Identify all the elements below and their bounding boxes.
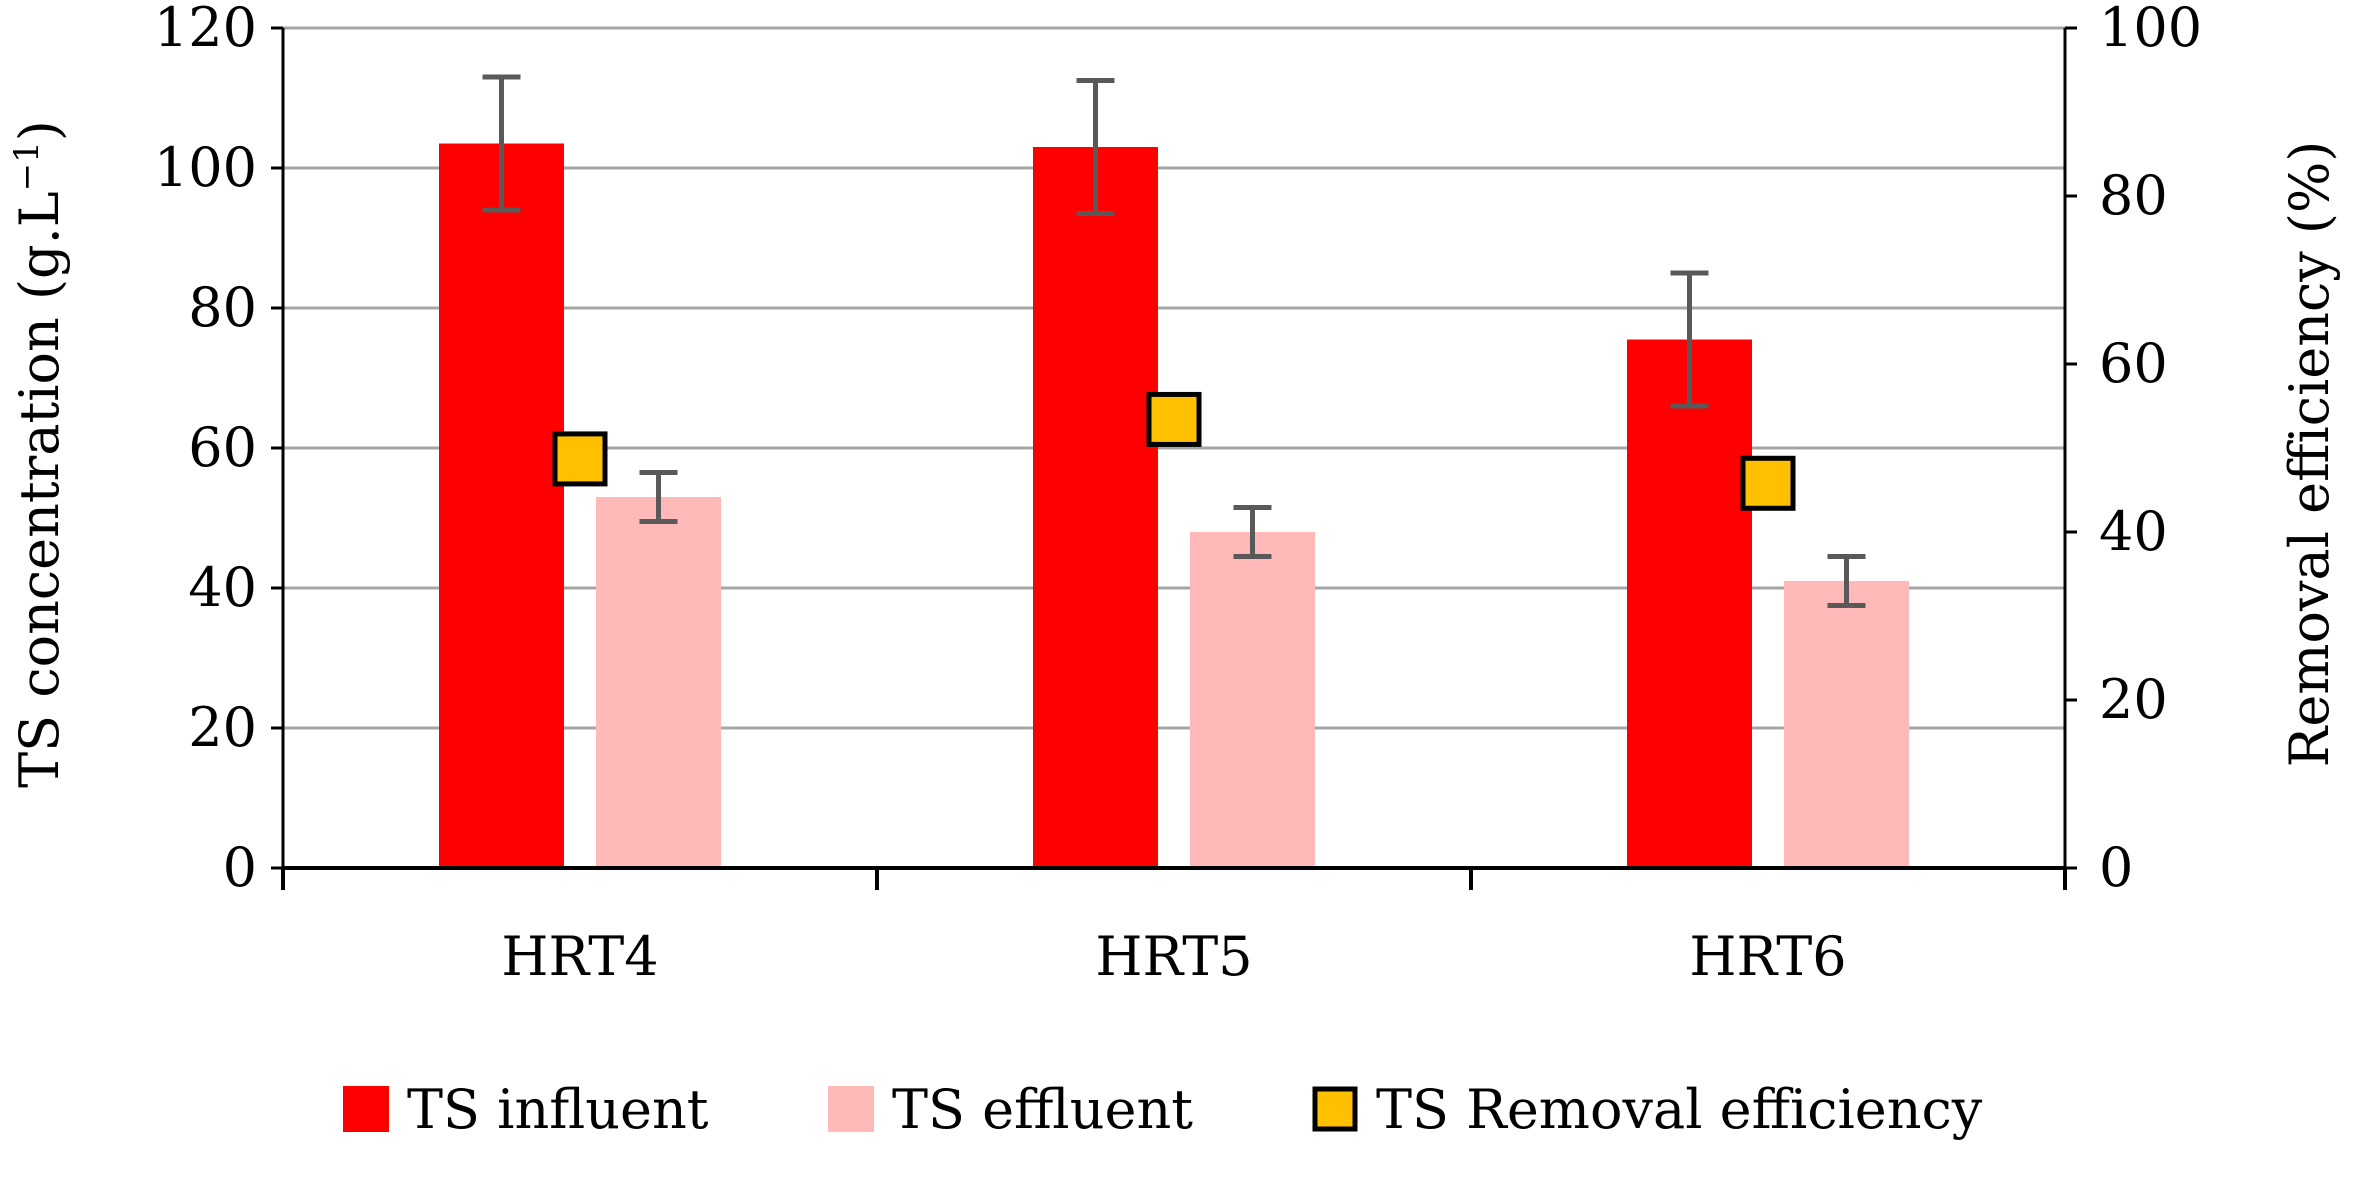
x-category-label: HRT6 bbox=[1689, 925, 1846, 988]
y2-axis-title: Removal efficiency (%) bbox=[2278, 141, 2341, 768]
legend-label: TS influent bbox=[407, 1078, 709, 1141]
legend-label: TS Removal efficiency bbox=[1376, 1078, 1983, 1141]
x-category-label: HRT5 bbox=[1095, 925, 1252, 988]
legend-swatch bbox=[828, 1086, 874, 1132]
bar bbox=[596, 497, 721, 868]
y2-tick-label: 20 bbox=[2099, 668, 2168, 731]
efficiency-marker bbox=[552, 431, 608, 487]
y2-tick-label: 40 bbox=[2099, 500, 2168, 563]
y2-tick-label: 0 bbox=[2099, 836, 2133, 899]
bar bbox=[1190, 532, 1315, 868]
y-axis-title: TS concentration (g.L−1) bbox=[7, 120, 71, 788]
y2-tick-label: 60 bbox=[2099, 332, 2168, 395]
y-tick-label: 40 bbox=[188, 556, 257, 619]
bar bbox=[1627, 339, 1752, 868]
efficiency-marker bbox=[1146, 391, 1202, 447]
bar bbox=[1784, 581, 1909, 868]
efficiency-markers bbox=[552, 391, 1796, 511]
tick-labels: 0 20 40 60 80 100 120 0 20 40 60 80 100 bbox=[154, 0, 2202, 899]
y-tick-label: 100 bbox=[154, 136, 257, 199]
error-bars bbox=[482, 74, 1866, 608]
axes bbox=[271, 26, 2077, 890]
legend-label: TS effluent bbox=[892, 1078, 1193, 1141]
legend-swatch bbox=[1312, 1086, 1358, 1132]
y2-tick-label: 80 bbox=[2099, 164, 2168, 227]
legend-swatch bbox=[343, 1086, 389, 1132]
bar bbox=[1033, 147, 1158, 868]
y-tick-label: 0 bbox=[223, 836, 257, 899]
x-category-label: HRT4 bbox=[501, 925, 658, 988]
y-tick-label: 60 bbox=[188, 416, 257, 479]
y-tick-label: 120 bbox=[154, 0, 257, 59]
category-labels: HRT4 HRT5 HRT6 bbox=[501, 925, 1846, 988]
legend: TS influent TS effluent TS Removal efficie… bbox=[343, 1078, 1983, 1141]
efficiency-marker bbox=[1740, 455, 1796, 511]
y-tick-label: 80 bbox=[188, 276, 257, 339]
bar bbox=[439, 143, 564, 868]
bars bbox=[439, 143, 1909, 868]
y2-tick-label: 100 bbox=[2099, 0, 2202, 59]
y-tick-label: 20 bbox=[188, 696, 257, 759]
